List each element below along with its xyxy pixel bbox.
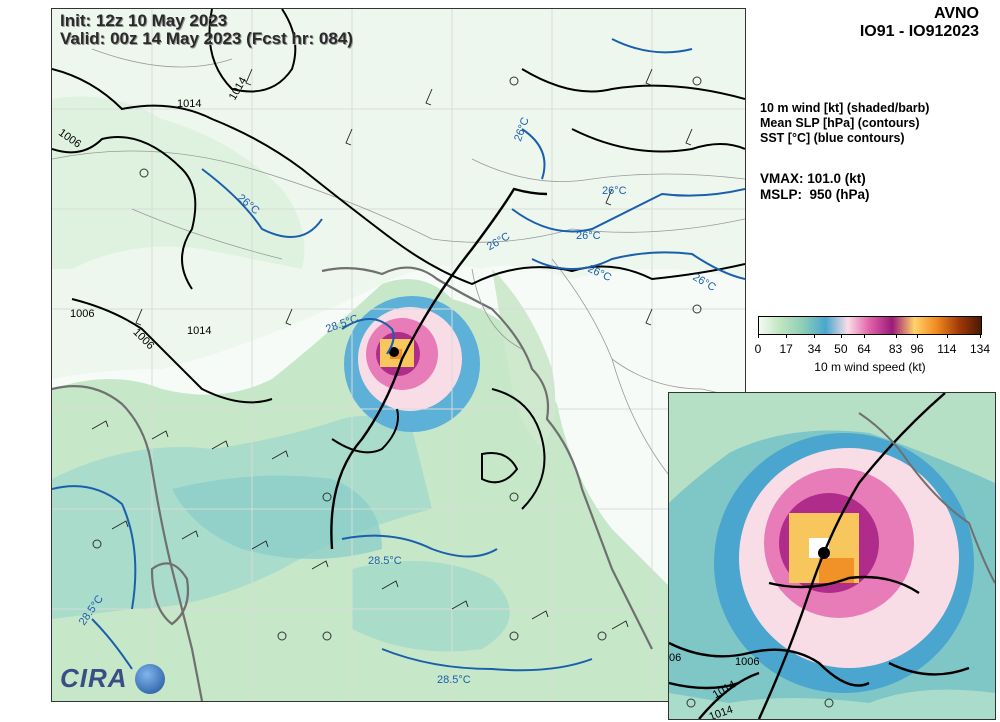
main-map-panel: 1014 1014 1014 1006 1006 1006 26°C 26°C … (51, 8, 746, 702)
colorbar-tick-mark (840, 334, 842, 338)
init-time: Init: 12z 10 May 2023 (60, 11, 228, 30)
colorbar-tick-mark (786, 334, 788, 338)
legend-wind: 10 m wind [kt] (shaded/barb) (760, 101, 930, 115)
colorbar-tick-label: 83 (888, 342, 903, 356)
colorbar-tick-label: 64 (857, 342, 871, 356)
inset-map-panel: 1006 1014 1014 06 (668, 392, 996, 720)
colorbar-tick-mark (980, 334, 981, 338)
mslp-value: MSLP: 950 (hPa) (760, 187, 870, 202)
sst-label: 26°C (576, 230, 601, 242)
colorbar-tick-label: 17 (779, 342, 793, 356)
slp-label: 1014 (177, 98, 201, 110)
storm-stats: VMAX: 101.0 (kt) MSLP: 950 (hPa) (760, 171, 870, 203)
sst-label: 28.5°C (368, 555, 402, 567)
colorbar-tick-mark (917, 334, 919, 338)
field-legend: 10 m wind [kt] (shaded/barb) Mean SLP [h… (760, 101, 929, 146)
legend-slp: Mean SLP [hPa] (contours) (760, 116, 920, 130)
wind-colorbar (758, 316, 982, 335)
inset-slp-label: 06 (669, 652, 681, 664)
colorbar-tick-mark (895, 334, 897, 338)
colorbar-tick-mark (946, 334, 948, 338)
sst-label: 26°C (602, 185, 627, 197)
colorbar-tick-mark (814, 334, 816, 338)
colorbar-tick-mark (758, 334, 759, 338)
vmax-value: VMAX: 101.0 (kt) (760, 171, 866, 186)
colorbar-tick-label: 50 (834, 342, 848, 356)
inset-map-canvas: 1006 1014 1014 06 (669, 393, 995, 719)
legend-sst: SST [°C] (blue contours) (760, 131, 905, 145)
slp-label: 1014 (187, 325, 211, 337)
model-name: AVNO (933, 5, 979, 22)
colorbar-tick-mark (864, 334, 866, 338)
main-map-canvas: 1014 1014 1014 1006 1006 1006 26°C 26°C … (52, 9, 745, 701)
colorbar-tick-label: 96 (910, 342, 924, 356)
cira-logo: CIRA (60, 663, 128, 693)
valid-time: Valid: 00z 14 May 2023 (Fcst hr: 084) (60, 29, 353, 48)
colorbar-tick-label: 134 (969, 342, 991, 356)
colorbar-tick-label: 114 (937, 342, 957, 356)
inset-slp-label: 1006 (735, 656, 759, 668)
nasa-logo (135, 664, 165, 694)
colorbar-tick-label: 0 (754, 342, 762, 356)
colorbar-label: 10 m wind speed (kt) (814, 360, 926, 374)
colorbar-tick-label: 34 (807, 342, 822, 356)
storm-id: IO91 - IO912023 (859, 23, 979, 40)
sst-label: 28.5°C (437, 674, 471, 686)
slp-label: 1006 (70, 308, 94, 320)
